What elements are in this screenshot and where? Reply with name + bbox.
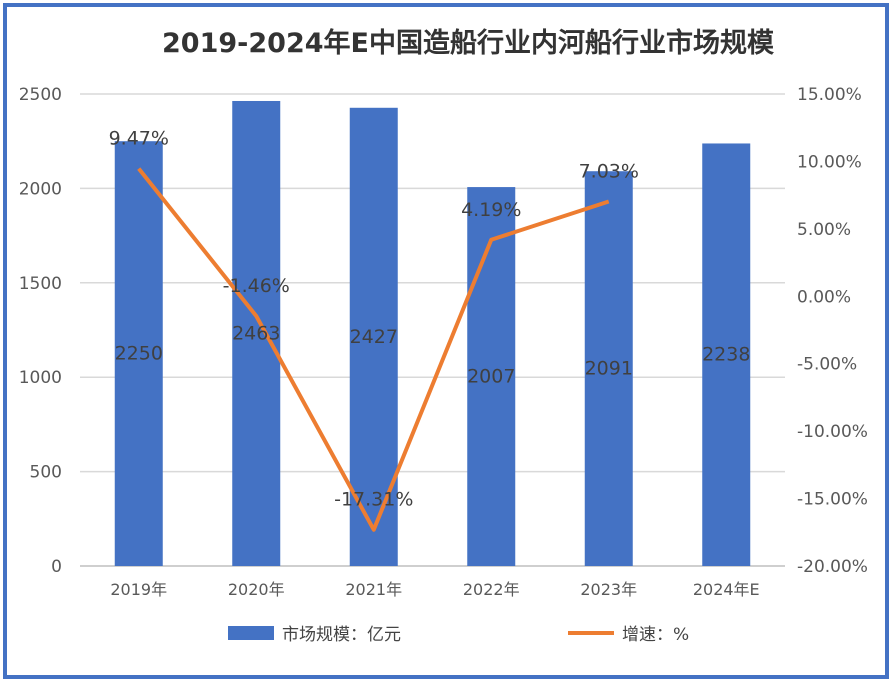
right-tick-label: -10.00% [797, 422, 868, 442]
bar [584, 171, 633, 567]
x-tick-label: 2023年 [580, 580, 637, 599]
line-value-label: 7.03% [579, 160, 639, 182]
line-value-label: 4.19% [461, 199, 521, 221]
right-tick-label: -5.00% [797, 355, 857, 375]
bar [114, 141, 163, 566]
right-tick-label: 10.00% [797, 152, 862, 172]
left-tick-label: 1000 [19, 368, 62, 388]
legend-bar-label: 市场规模：亿元 [282, 625, 401, 645]
x-tick-label: 2021年 [345, 580, 402, 599]
left-tick-label: 0 [51, 557, 62, 577]
bar [702, 143, 751, 566]
legend-bar-swatch [228, 626, 274, 640]
bar-value-label: 2463 [232, 322, 280, 344]
bar-value-label: 2238 [702, 344, 750, 366]
left-tick-label: 2000 [19, 179, 62, 199]
right-tick-label: 0.00% [797, 287, 851, 307]
left-tick-label: 500 [30, 463, 62, 483]
right-tick-label: -20.00% [797, 557, 868, 577]
x-tick-label: 2022年 [463, 580, 520, 599]
bar-value-label: 2250 [115, 343, 163, 365]
line-value-label: -1.46% [223, 275, 290, 297]
left-tick-label: 1500 [19, 274, 62, 294]
bar-value-label: 2091 [585, 358, 633, 380]
bar [467, 187, 516, 566]
chart-title: 2019-2024年E中国造船行业内河船行业市场规模 [162, 27, 774, 59]
x-tick-label: 2024年E [693, 580, 760, 599]
x-tick-label: 2020年 [228, 580, 285, 599]
growth-line [137, 167, 610, 532]
line-value-label: -17.31% [334, 489, 413, 511]
right-tick-label: -15.00% [797, 490, 868, 510]
left-tick-label: 2500 [19, 85, 62, 105]
right-tick-label: 15.00% [797, 85, 862, 105]
legend: 市场规模：亿元 增速：% [228, 625, 689, 645]
legend-line-label: 增速：% [622, 625, 689, 645]
bar-value-label: 2427 [350, 326, 398, 348]
bar [232, 100, 281, 567]
x-tick-label: 2019年 [110, 580, 167, 599]
bar-value-label: 2007 [467, 366, 515, 388]
right-tick-label: 5.00% [797, 220, 851, 240]
line-value-label: 9.47% [109, 128, 169, 150]
